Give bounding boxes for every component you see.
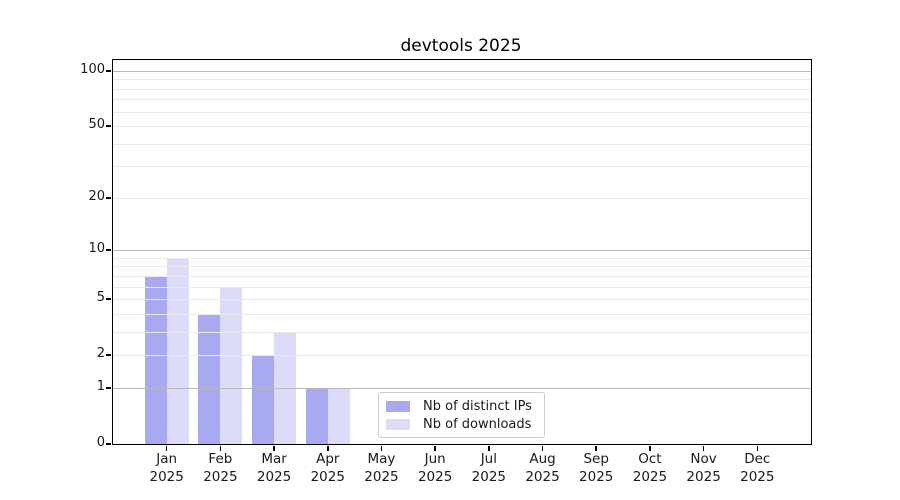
y-tick (106, 443, 111, 445)
y-gridline-minor (113, 126, 811, 128)
bar-distinct-ips (198, 313, 221, 444)
y-gridline-minor (113, 313, 811, 315)
y-tick-label: 50 (88, 117, 105, 133)
y-gridline-minor (113, 355, 811, 357)
y-tick-label: 20 (88, 188, 105, 204)
bar-downloads (327, 387, 350, 444)
y-gridline-minor (113, 286, 811, 288)
y-gridline-minor (113, 111, 811, 113)
y-tick-label: 10 (88, 241, 105, 257)
x-tick-label: Dec 2025 (740, 451, 775, 485)
y-tick (106, 298, 111, 300)
y-gridline-minor (113, 275, 811, 277)
legend-label-downloads: Nb of downloads (423, 416, 532, 432)
x-tick (219, 446, 222, 451)
y-gridline-minor (113, 88, 811, 90)
x-tick (488, 446, 490, 451)
x-tick-label: Aug 2025 (525, 451, 560, 485)
x-tick (756, 446, 759, 451)
y-tick-label: 1 (96, 378, 105, 394)
y-tick (106, 197, 111, 199)
x-tick (702, 446, 705, 451)
x-tick-label: May 2025 (364, 451, 399, 485)
x-tick (434, 446, 436, 451)
y-gridline-major (113, 250, 811, 252)
y-gridline-minor (113, 299, 811, 301)
legend: Nb of distinct IPs Nb of downloads (378, 392, 545, 438)
y-tick (106, 70, 111, 72)
x-tick-label: Mar 2025 (256, 451, 292, 485)
legend-swatch-distinct-ips-icon (386, 400, 410, 412)
y-tick (106, 387, 111, 389)
y-tick (106, 125, 111, 127)
bar-distinct-ips (252, 355, 275, 444)
plot-area: Nb of distinct IPs Nb of downloads 100 50… (80, 59, 812, 485)
bar-downloads (166, 257, 189, 444)
x-tick-label: Oct 2025 (632, 451, 668, 485)
x-tick (380, 446, 383, 451)
bar-downloads (220, 286, 243, 444)
y-gridline-minor (113, 99, 811, 101)
y-tick-label: 5 (96, 290, 105, 306)
y-gridline-minor (113, 143, 811, 145)
legend-label-distinct-ips: Nb of distinct IPs (423, 398, 532, 414)
bar-distinct-ips (305, 387, 328, 444)
y-tick-label: 0 (96, 435, 105, 450)
x-tick-label: Jan 2025 (149, 451, 184, 485)
x-tick-label: Sep 2025 (579, 451, 614, 485)
x-tick-label: Jul 2025 (471, 451, 507, 485)
y-gridline-minor (113, 197, 811, 199)
x-tick (327, 446, 329, 451)
y-tick-label: 2 (96, 346, 105, 362)
y-gridline-major (113, 387, 811, 389)
x-tick (165, 446, 168, 451)
x-tick-label: Nov 2025 (686, 451, 721, 485)
y-tick (106, 249, 111, 251)
x-tick-label: Feb 2025 (203, 451, 238, 485)
y-gridline-minor (113, 79, 811, 81)
x-tick (649, 446, 651, 451)
y-gridline-minor (113, 166, 811, 168)
y-tick (106, 354, 111, 356)
x-tick-label: Jun 2025 (417, 451, 453, 485)
legend-item-downloads: Nb of downloads (386, 417, 544, 432)
legend-swatch-downloads-icon (386, 418, 410, 430)
y-gridline-minor (113, 257, 811, 259)
bar-distinct-ips (144, 275, 167, 444)
legend-item-distinct-ips: Nb of distinct IPs (386, 399, 544, 414)
x-tick (595, 446, 597, 451)
x-tick (541, 446, 544, 451)
y-gridline-major (113, 71, 811, 72)
chart-title: devtools 2025 (400, 36, 522, 56)
y-gridline-minor (113, 331, 811, 333)
y-gridline-minor (113, 266, 811, 268)
y-tick-label: 100 (80, 62, 105, 77)
x-tick-label: Apr 2025 (310, 451, 345, 485)
x-tick (273, 446, 275, 451)
